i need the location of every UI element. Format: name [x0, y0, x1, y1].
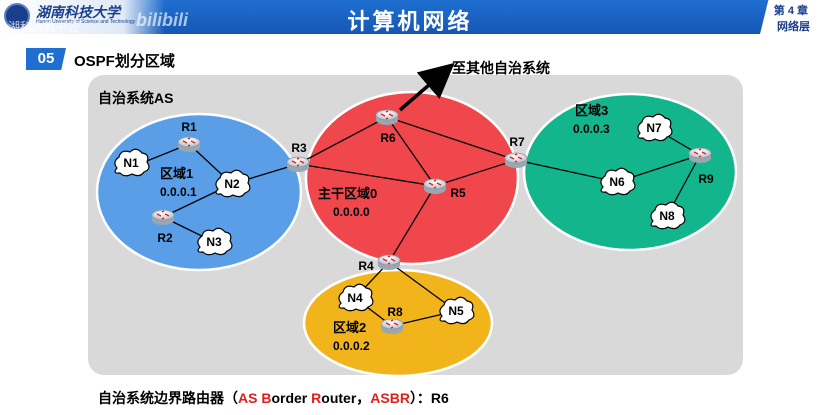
external-as-label: 至其他自治系统: [452, 60, 550, 76]
network-label: N4: [347, 291, 363, 305]
network-label: N6: [609, 175, 625, 189]
university-logo: 湖南科技大学 Hunan University of Science and T…: [0, 0, 165, 34]
asbr-as-b: AS B: [238, 390, 272, 406]
cloud-icon: [215, 169, 251, 198]
router-r1: R1: [177, 120, 201, 152]
router-label: R4: [358, 259, 374, 273]
router-label: R1: [181, 120, 197, 134]
router-icon: [504, 152, 528, 168]
section-title: OSPF划分区域: [74, 53, 175, 70]
section-number-badge: 05: [26, 48, 66, 70]
router-label: R5: [450, 186, 466, 200]
network-n5: N5: [439, 296, 475, 325]
asbr-order: order: [271, 390, 312, 406]
network-n4: N4: [338, 283, 374, 312]
network-n8: N8: [650, 201, 686, 230]
external-link-arrow: [398, 62, 455, 112]
router-icon: [286, 156, 310, 172]
network-label: N3: [206, 235, 222, 249]
watermark-channel: 湖科大教书匠: [8, 20, 81, 34]
asbr-sep: ，: [356, 390, 371, 406]
area3-id: 0.0.0.3: [573, 122, 610, 136]
router-icon: [423, 178, 447, 194]
area0-id: 0.0.0.0: [333, 205, 370, 219]
page-title: 计算机网络: [347, 10, 473, 35]
area0-name: 主干区域0: [318, 186, 377, 201]
network-label: N7: [646, 121, 662, 135]
network-label: N2: [224, 177, 240, 191]
asbr-r: R: [311, 390, 322, 406]
network-label: N5: [448, 304, 464, 318]
router-label: R2: [157, 231, 173, 245]
chapter-badge: 第 4 章 网络层: [760, 0, 820, 34]
university-emblem-icon: [4, 3, 30, 29]
header-bar: 湖南科技大学 Hunan University of Science and T…: [0, 0, 820, 35]
area2-id: 0.0.0.2: [333, 339, 370, 353]
router-r2: R2: [151, 209, 175, 245]
router-icon: [688, 147, 712, 163]
chapter-name: 网络层: [777, 21, 810, 33]
network-n7: N7: [637, 113, 673, 142]
area0-region: [304, 90, 520, 266]
asbr-acronym: ASBR: [370, 390, 410, 406]
asbr-outer: outer: [321, 390, 357, 406]
router-r8: R8: [380, 305, 404, 334]
asbr-definition: 自治系统边界路由器（AS Border Router，ASBR）：R6: [98, 388, 449, 408]
network-n2: N2: [215, 169, 251, 198]
cloud-icon: [600, 167, 636, 196]
watermark-bilibili: bilibili: [136, 10, 188, 30]
router-r4: R4: [358, 254, 401, 273]
router-icon: [375, 109, 399, 125]
area3-name: 区域3: [575, 103, 608, 118]
router-label: R3: [291, 141, 307, 155]
as-label: 自治系统AS: [98, 90, 174, 106]
asbr-prefix: 自治系统边界路由器（: [98, 390, 238, 406]
router-icon: [151, 209, 175, 225]
network-label: N1: [123, 156, 139, 170]
network-n1: N1: [114, 148, 150, 177]
router-r9: R9: [688, 147, 714, 186]
chapter-number: 第 4 章: [773, 5, 808, 17]
router-icon: [380, 318, 404, 334]
router-icon: [177, 136, 201, 152]
router-r3: R3: [286, 141, 310, 172]
network-n3: N3: [197, 227, 233, 256]
logo-text: 湖南科技大学: [36, 5, 120, 21]
router-r6: R6: [375, 109, 399, 145]
router-r7: R7: [504, 135, 528, 168]
area1-id: 0.0.0.1: [160, 185, 197, 199]
cloud-icon: [338, 283, 374, 312]
network-n6: N6: [600, 167, 636, 196]
area1-name: 区域1: [160, 166, 193, 181]
area2-name: 区域2: [333, 320, 366, 335]
router-icon: [377, 254, 401, 270]
router-label: R9: [698, 172, 714, 186]
area1-region: [95, 112, 303, 272]
cloud-icon: [637, 113, 673, 142]
router-r5: R5: [423, 178, 466, 200]
router-label: R7: [509, 135, 525, 149]
router-label: R8: [387, 305, 403, 319]
cloud-icon: [650, 201, 686, 230]
network-label: N8: [659, 209, 675, 223]
cloud-icon: [114, 148, 150, 177]
cloud-icon: [439, 296, 475, 325]
logo-subtitle: Hunan University of Science and Technolo…: [36, 19, 136, 25]
asbr-suffix: ）：R6: [409, 390, 449, 406]
cloud-icon: [197, 227, 233, 256]
router-label: R6: [380, 131, 396, 145]
